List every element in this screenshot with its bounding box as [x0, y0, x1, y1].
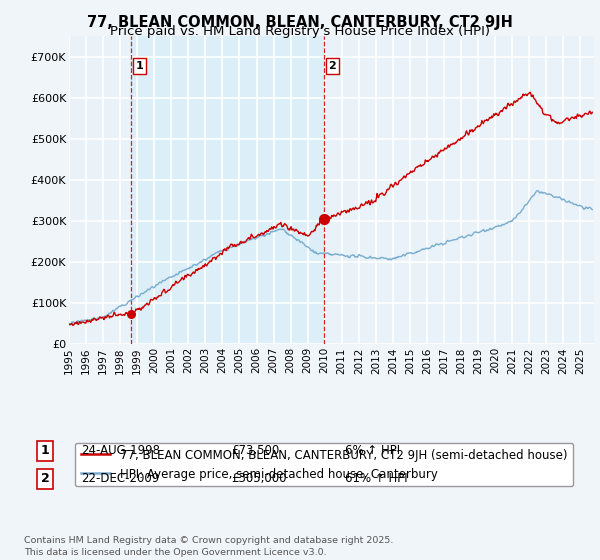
Legend: 77, BLEAN COMMON, BLEAN, CANTERBURY, CT2 9JH (semi-detached house), HPI: Average: 77, BLEAN COMMON, BLEAN, CANTERBURY, CT2…	[75, 443, 573, 487]
Text: Contains HM Land Registry data © Crown copyright and database right 2025.
This d: Contains HM Land Registry data © Crown c…	[24, 536, 394, 557]
Point	[320, 214, 329, 223]
Text: 61% ↑ HPI: 61% ↑ HPI	[345, 472, 407, 486]
Text: 24-AUG-1998: 24-AUG-1998	[81, 444, 160, 458]
Text: £305,000: £305,000	[231, 472, 287, 486]
Text: 2: 2	[41, 472, 49, 486]
Text: 22-DEC-2009: 22-DEC-2009	[81, 472, 159, 486]
Text: 1: 1	[136, 61, 143, 71]
Text: 1: 1	[41, 444, 49, 458]
Text: 77, BLEAN COMMON, BLEAN, CANTERBURY, CT2 9JH: 77, BLEAN COMMON, BLEAN, CANTERBURY, CT2…	[87, 15, 513, 30]
Point	[127, 310, 136, 319]
Text: Price paid vs. HM Land Registry's House Price Index (HPI): Price paid vs. HM Land Registry's House …	[110, 25, 490, 38]
Text: 6% ↑ HPI: 6% ↑ HPI	[345, 444, 400, 458]
Bar	[131, 36, 325, 344]
Text: 2: 2	[329, 61, 337, 71]
Text: £73,500: £73,500	[231, 444, 279, 458]
